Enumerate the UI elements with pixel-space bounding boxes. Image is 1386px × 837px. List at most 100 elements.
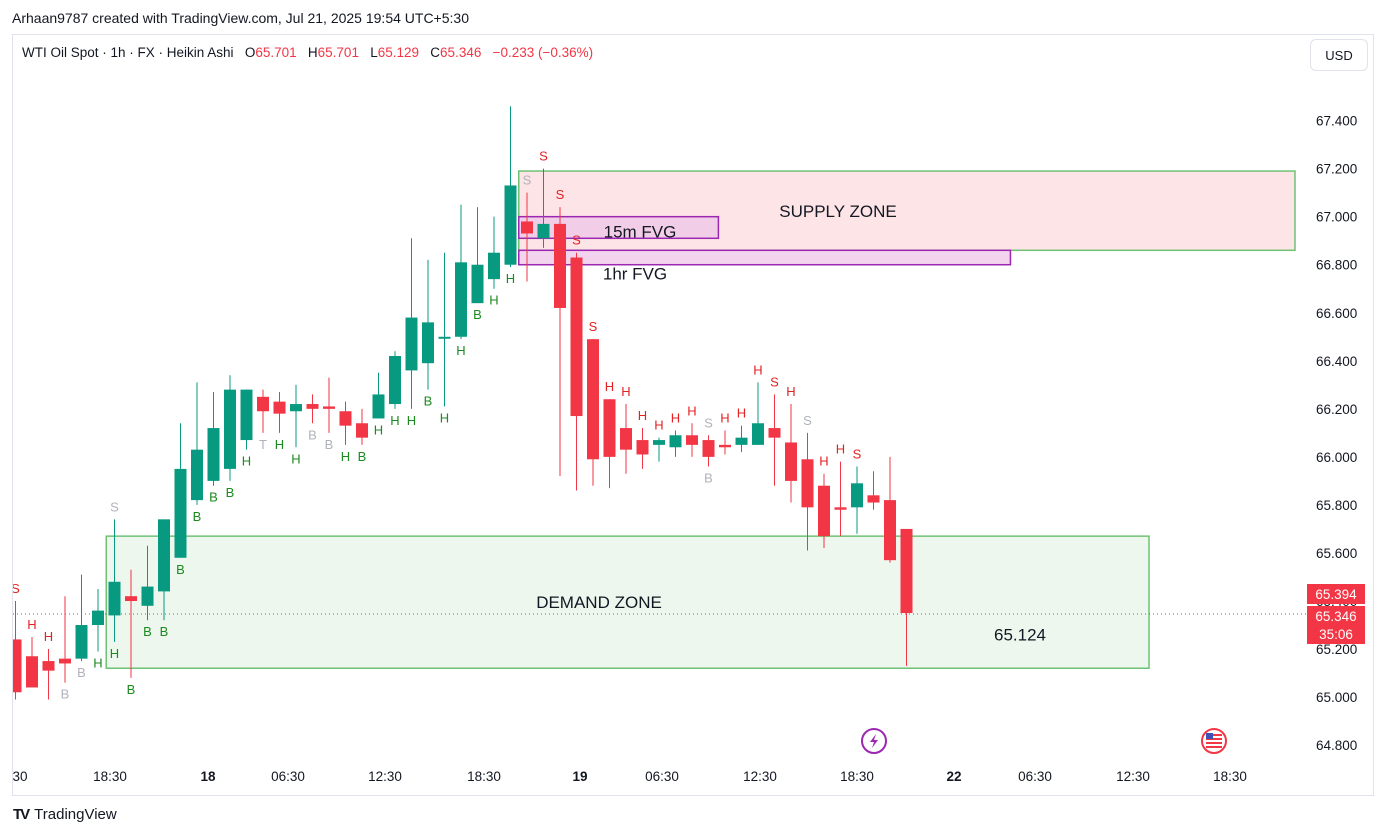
signal-label: H	[27, 617, 36, 632]
currency-button[interactable]: USD	[1310, 39, 1368, 71]
symbol-description[interactable]: WTI Oil Spot · 1h · FX · Heikin Ashi	[22, 45, 234, 60]
signal-label: B	[325, 437, 334, 452]
signal-label: B	[61, 687, 70, 702]
high-label: H	[307, 45, 318, 60]
chart-frame	[12, 34, 1374, 796]
candle-body	[636, 440, 649, 455]
candle-body	[207, 428, 220, 481]
event-icon[interactable]	[861, 728, 887, 754]
x-axis-tick: 06:30	[271, 769, 305, 784]
candle-body	[174, 468, 187, 558]
signal-label: H	[390, 413, 399, 428]
candle-body	[752, 423, 764, 445]
zones-layer: SUPPLY ZONE DEMAND ZONE 65.124 15m FVG 1hr F…	[105, 170, 1296, 670]
signal-label: S	[803, 413, 812, 428]
candle-body	[323, 406, 335, 409]
demand-zone-level-label: 65.124	[994, 625, 1046, 644]
change-value: −0.233 (−0.36%)	[492, 45, 594, 60]
x-axis-tick: 18:30	[1213, 769, 1247, 784]
y-axis-tick: 67.000	[1316, 210, 1357, 225]
close-value: 65.346	[440, 45, 482, 60]
signal-label: H	[275, 437, 284, 452]
footer-brand[interactable]: TV TradingView	[13, 806, 117, 823]
attribution-text: Arhaan9787 created with TradingView.com,…	[12, 10, 469, 26]
signal-label: B	[176, 562, 185, 577]
x-axis-tick: 18:30	[93, 769, 127, 784]
signal-label: H	[456, 343, 465, 358]
x-axis-tick: 30	[12, 769, 27, 784]
candle-body	[273, 401, 286, 414]
candle-body	[801, 459, 814, 508]
signal-label: S	[770, 374, 779, 389]
candle-body	[537, 223, 550, 239]
candle-body	[59, 658, 71, 664]
x-axis-tick: 06:30	[645, 769, 679, 784]
signal-label: S	[589, 319, 598, 334]
signal-label: S	[110, 499, 119, 514]
x-axis-tick: 18	[200, 769, 216, 784]
candle-body	[653, 440, 665, 445]
candle-body	[603, 399, 616, 457]
signal-label: H	[605, 379, 614, 394]
signal-label: H	[638, 408, 647, 423]
signal-label: B	[308, 427, 317, 442]
signal-label: H	[786, 384, 795, 399]
x-axis-tick: 12:30	[368, 769, 402, 784]
y-axis-tick: 66.800	[1316, 258, 1357, 273]
signal-label: H	[720, 410, 729, 425]
price-label: 65.346	[1315, 609, 1356, 624]
candle-body	[26, 656, 38, 688]
y-axis-tick: 65.800	[1316, 498, 1357, 513]
signal-label: S	[523, 173, 532, 188]
signal-label: H	[489, 293, 498, 308]
signal-label: B	[226, 485, 235, 500]
signal-label: B	[143, 624, 152, 639]
candle-body	[735, 437, 748, 445]
demand-zone-box	[105, 535, 1150, 670]
signal-label: H	[374, 422, 383, 437]
candle-body	[686, 435, 698, 445]
candle-body	[42, 661, 55, 671]
signal-label: S	[704, 415, 713, 430]
candle-body	[75, 625, 88, 659]
y-axis-tick: 65.000	[1316, 690, 1357, 705]
candle-body	[768, 428, 781, 438]
signal-label: S	[556, 187, 565, 202]
x-axis-tick: 18:30	[840, 769, 874, 784]
demand-zone-label: DEMAND ZONE	[536, 593, 662, 612]
signal-label: B	[127, 682, 136, 697]
y-axis-tick: 66.400	[1316, 354, 1357, 369]
signal-label: H	[671, 410, 680, 425]
x-axis-tick: 18:30	[467, 769, 501, 784]
candle-body	[867, 495, 880, 503]
y-axis-tick: 66.000	[1316, 450, 1357, 465]
tradingview-logo-icon: TV	[13, 806, 30, 823]
candle-body	[702, 440, 715, 457]
us-flag-icon[interactable]	[1201, 728, 1227, 754]
candle-body	[191, 449, 203, 501]
icons-layer	[861, 728, 1227, 754]
signal-label: B	[209, 490, 218, 505]
fvg-box	[518, 249, 1012, 266]
candle-body	[389, 355, 401, 405]
signal-label: B	[424, 394, 433, 409]
candle-body	[92, 610, 104, 626]
candle-body	[13, 639, 22, 693]
price-label-box	[1307, 584, 1365, 604]
candle-body	[290, 404, 302, 412]
candle-body	[554, 223, 566, 308]
candle-body	[240, 389, 253, 441]
candle-body	[339, 411, 352, 426]
candle-body	[504, 185, 517, 265]
signal-label: H	[291, 451, 300, 466]
y-axis-tick: 67.200	[1316, 162, 1357, 177]
candle-body	[141, 586, 154, 606]
candle-body	[488, 252, 500, 280]
signal-label: H	[753, 362, 762, 377]
candle-body	[306, 404, 319, 409]
fvg-label: 15m FVG	[604, 222, 677, 241]
x-axis-tick: 12:30	[743, 769, 777, 784]
signal-label: H	[110, 646, 119, 661]
